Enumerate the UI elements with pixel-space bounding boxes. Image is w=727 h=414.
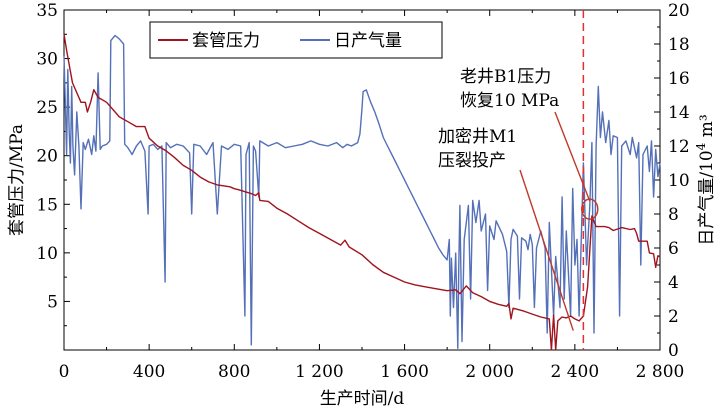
y-right-axis-title: 日产气量/104 m³ (694, 114, 717, 245)
y-right-tick-label: 10 (668, 171, 690, 191)
x-tick-label: 2 800 (636, 362, 685, 382)
axes: 0 400 800 1 200 1 600 2 000 2 400 2 80051015202… (36, 1, 689, 382)
annotation-b1-leader (554, 111, 591, 202)
legend: 套管压力 日产气量 (149, 21, 443, 59)
legend-box (149, 21, 443, 59)
y-right-tick-label: 14 (668, 103, 690, 123)
legend-gas-label: 日产气量 (334, 31, 402, 51)
legend-pressure-label: 套管压力 (192, 31, 260, 51)
pressure-recovery-marker (581, 198, 599, 220)
y-left-tick-label: 25 (36, 98, 58, 118)
y-right-tick-label: 20 (668, 1, 690, 21)
y-right-axis-title-sup: 4 (694, 142, 708, 150)
annotation-m1-text: 加密井M1 (438, 127, 517, 147)
x-tick-label: 2 400 (551, 362, 600, 382)
x-tick-label: 1 200 (295, 362, 344, 382)
annotation-m1-text: 压裂投产 (438, 151, 506, 171)
y-left-tick-label: 5 (47, 292, 58, 312)
y-right-tick-label: 2 (668, 307, 679, 327)
annotation-b1-text: 恢复10 MPa (460, 91, 559, 111)
y-right-tick-label: 6 (668, 239, 679, 259)
y-right-axis-title-main: 日产气量/10 (697, 150, 717, 245)
series-layer (63, 34, 661, 351)
x-tick-label: 0 (59, 362, 70, 382)
y-right-tick-label: 8 (668, 205, 679, 225)
y-right-axis-title-unit: m³ (697, 114, 717, 142)
y-left-tick-label: 15 (36, 195, 58, 215)
x-tick-label: 1 600 (380, 362, 429, 382)
x-tick-label: 800 (218, 362, 250, 382)
x-tick-label: 2 000 (465, 362, 514, 382)
y-right-tick-label: 16 (668, 69, 690, 89)
annotation-b1-text: 老井B1压力 (460, 67, 551, 87)
x-axis-title: 生产时间/d (320, 389, 405, 409)
annotation-m1-leader (519, 169, 574, 331)
casing-pressure-line (63, 34, 661, 351)
daily-gas-line (63, 34, 661, 349)
y-right-tick-label: 0 (668, 341, 679, 361)
x-tick-label: 400 (133, 362, 165, 382)
y-right-tick-label: 12 (668, 137, 690, 157)
y-right-tick-label: 4 (668, 273, 679, 293)
y-right-tick-label: 18 (668, 35, 690, 55)
y-left-axis-title: 套管压力/MPa (7, 124, 27, 236)
y-left-tick-label: 20 (36, 147, 58, 167)
y-left-tick-label: 10 (36, 244, 58, 264)
y-left-tick-label: 30 (36, 50, 58, 70)
y-left-tick-label: 35 (36, 1, 58, 21)
